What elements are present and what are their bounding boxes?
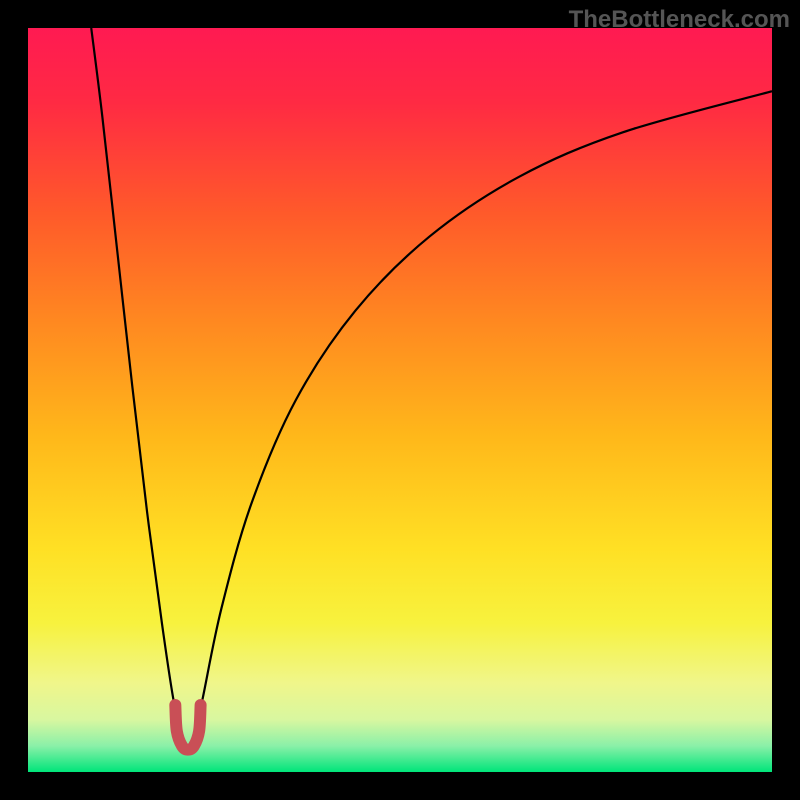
plot-svg bbox=[28, 28, 772, 772]
watermark-text: TheBottleneck.com bbox=[569, 6, 790, 34]
gradient-background bbox=[28, 28, 772, 772]
plot-area bbox=[28, 28, 772, 772]
